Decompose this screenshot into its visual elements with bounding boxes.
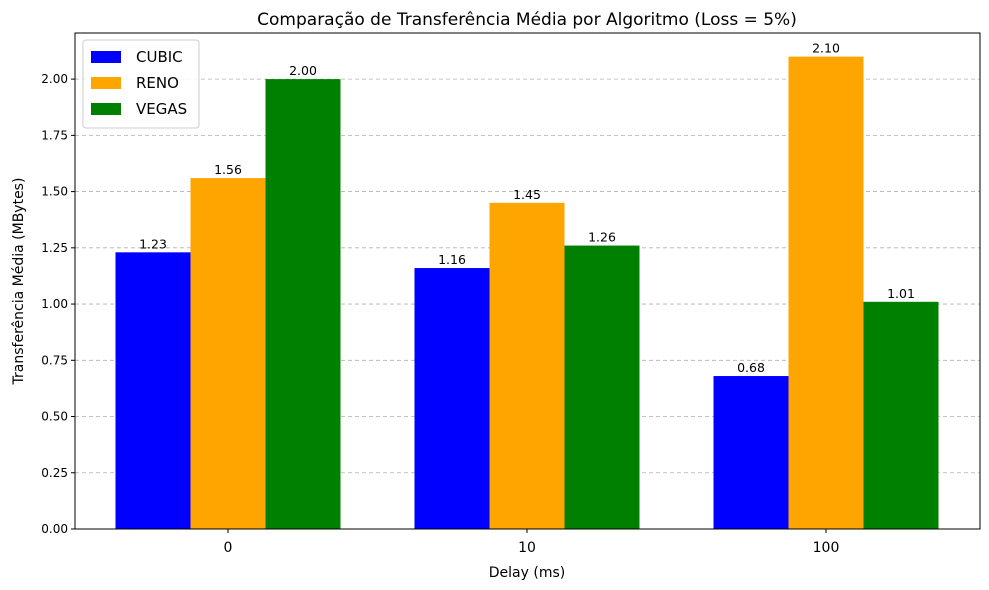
data-label: 1.56: [214, 162, 242, 177]
legend: CUBIC RENO VEGAS: [82, 39, 200, 129]
data-label: 2.00: [289, 63, 317, 78]
y-axis-label: Transferência Média (MBytes): [11, 178, 27, 386]
legend-label-cubic: CUBIC: [136, 48, 183, 66]
y-tick-label: 0.25: [41, 466, 68, 480]
y-tick-label: 1.50: [41, 185, 68, 199]
legend-swatch-vegas: [91, 103, 121, 115]
x-axis-ticks: 0 10 100: [224, 529, 840, 556]
bar-vegas: [265, 79, 341, 530]
bar-cubic: [414, 268, 490, 529]
y-tick-label: 1.25: [41, 241, 68, 255]
legend-label-vegas: VEGAS: [136, 100, 187, 118]
chart-title: Comparação de Transferência Média por Al…: [257, 10, 797, 30]
data-label: 1.23: [139, 236, 167, 251]
data-label: 1.01: [887, 286, 915, 301]
bar-reno: [788, 56, 864, 529]
bars: [115, 56, 939, 530]
y-tick-label: 0.50: [41, 410, 68, 424]
x-tick-label: 10: [518, 540, 536, 556]
bar-reno: [190, 178, 266, 529]
x-tick-label: 0: [224, 540, 233, 556]
legend-label-reno: RENO: [136, 74, 179, 92]
x-tick-label: 100: [813, 540, 840, 556]
x-axis-label: Delay (ms): [489, 565, 565, 581]
legend-swatch-cubic: [91, 51, 121, 63]
legend-swatch-reno: [91, 77, 121, 89]
y-axis-ticks: 0.00 0.25 0.50 0.75 1.00 1.25 1.50 1.75 2.00: [41, 72, 75, 536]
data-label: 0.68: [737, 360, 765, 375]
data-labels: 1.23 1.16 0.68 1.56 1.45 2.10 2.00 1.26 1.01: [139, 41, 915, 375]
data-label: 1.45: [513, 187, 541, 202]
y-tick-label: 1.00: [41, 297, 68, 311]
y-tick-label: 1.75: [41, 128, 68, 142]
data-label: 1.26: [588, 230, 616, 245]
bar-cubic: [713, 376, 789, 529]
bar-reno: [489, 202, 565, 529]
y-tick-label: 2.00: [41, 72, 68, 86]
bar-vegas: [564, 245, 640, 530]
bar-vegas: [863, 301, 939, 529]
y-tick-label: 0.75: [41, 353, 68, 367]
data-label: 1.16: [438, 252, 466, 267]
bar-cubic: [115, 252, 191, 529]
data-label: 2.10: [812, 41, 840, 56]
y-tick-label: 0.00: [41, 522, 68, 536]
